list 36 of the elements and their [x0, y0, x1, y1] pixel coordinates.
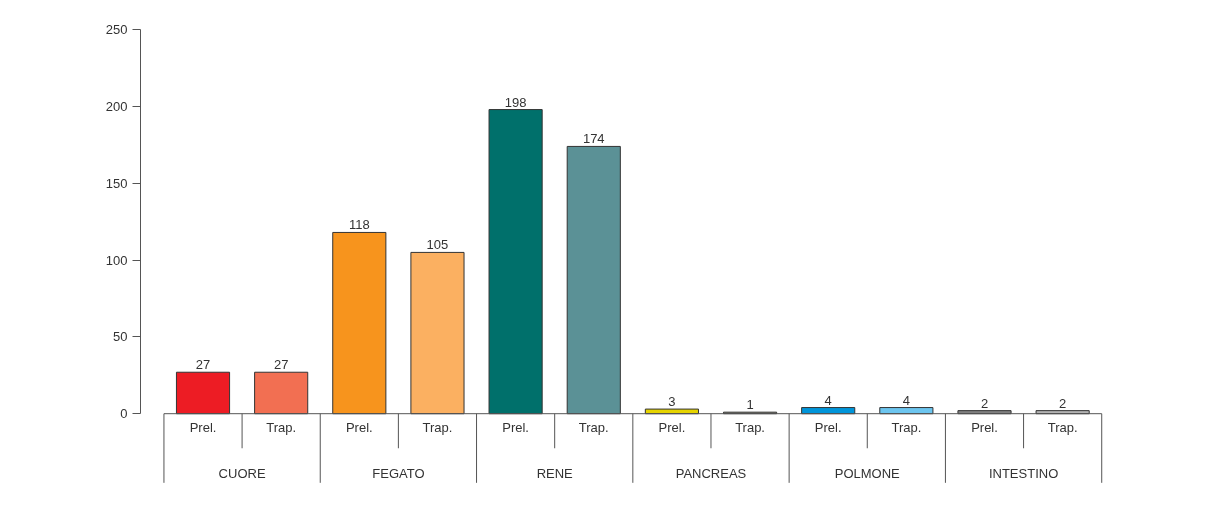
x-tick-label: Trap.	[891, 419, 922, 435]
y-tick-label: 250	[105, 22, 128, 38]
data-label: 118	[348, 217, 370, 233]
data-label: 2	[1059, 395, 1067, 411]
y-tick-label: 150	[105, 175, 128, 191]
y-tick-label: 50	[113, 329, 128, 345]
y-tick-label: 100	[105, 252, 128, 268]
text: POLMONE	[834, 465, 901, 481]
data-label: 4	[824, 392, 832, 408]
x-tick-label: Prel.	[971, 419, 998, 435]
text: RENE	[536, 465, 574, 481]
text: INTESTINO	[988, 465, 1059, 481]
x-tick-label: Prel.	[345, 419, 373, 435]
data-label: 105	[426, 237, 449, 253]
x-tick-label: Prel.	[189, 419, 217, 435]
text: CUORE	[218, 465, 266, 481]
data-label: 2	[980, 395, 989, 411]
x-tick-label: Prel.	[658, 419, 686, 435]
y-tick-label: 0	[120, 406, 128, 422]
x-tick-label: Prel.	[814, 419, 842, 435]
data-label: 4	[902, 392, 910, 408]
data-label: 27	[273, 357, 289, 373]
data-label: 198	[504, 94, 527, 110]
y-tick-label: 200	[105, 99, 128, 114]
x-tick-label: Trap.	[422, 419, 453, 435]
x-tick-label: Trap.	[1047, 419, 1078, 435]
text: FEGATO	[372, 465, 425, 481]
data-label: 174	[582, 131, 605, 147]
x-tick-label: Trap.	[266, 419, 297, 435]
x-tick-label: Prel.	[502, 419, 529, 435]
x-tick-label: Trap.	[735, 419, 765, 435]
data-label: 1	[746, 397, 754, 413]
data-label: 27	[195, 357, 211, 373]
text: PANCREAS	[675, 465, 747, 481]
data-label: 3	[668, 394, 676, 410]
x-tick-label: Trap.	[578, 419, 609, 435]
